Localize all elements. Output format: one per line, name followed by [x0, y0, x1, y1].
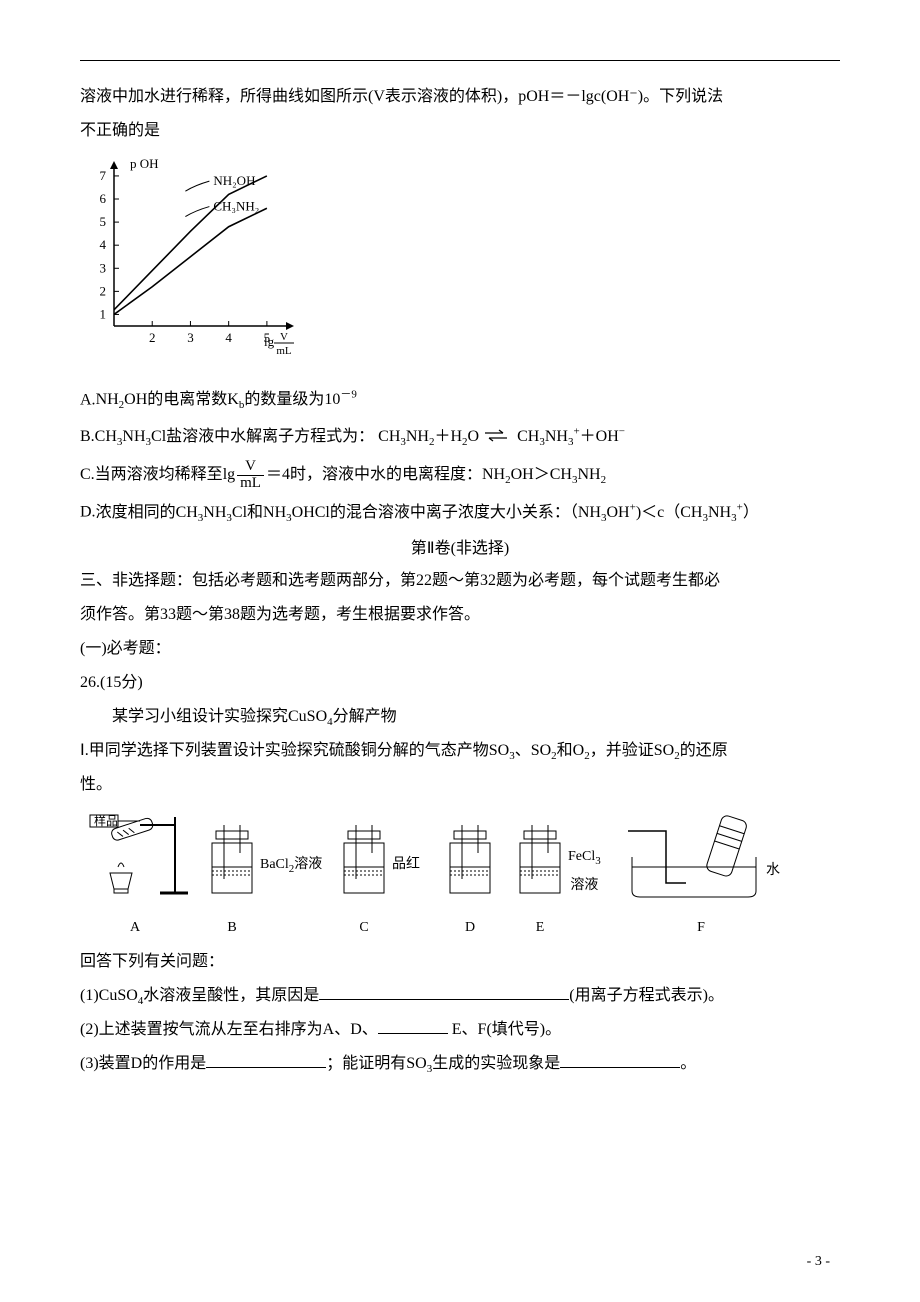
apparatus-row: 样品 A: [80, 811, 840, 942]
q3-tail: 。: [680, 1055, 696, 1072]
app-d: D: [442, 823, 498, 942]
followup-hdr: 回答下列有关问题：: [80, 946, 840, 978]
svg-text:lg: lg: [264, 334, 275, 349]
app-f: 水 F: [626, 811, 776, 942]
q3-mid: ；能证明有SO3生成的实验现象是: [326, 1055, 560, 1072]
svg-text:mL: mL: [276, 345, 292, 357]
intro-line1: 溶液中加水进行稀释，所得曲线如图所示(V表示溶液的体积)，pOH＝－lgc(OH…: [80, 81, 840, 113]
q2: (2)上述装置按气流从左至右排序为A、D、 E、F(填代号)。: [80, 1014, 840, 1046]
option-d-text: 浓度相同的CH3NH3Cl和NH3OHCl的混合溶液中离子浓度大小关系：（NH3…: [96, 504, 759, 521]
app-e-label: E: [512, 914, 568, 942]
bottle-b-icon: [204, 823, 260, 901]
svg-text:6: 6: [100, 191, 107, 206]
app-d-label: D: [442, 914, 498, 942]
frac-num: V: [237, 459, 264, 476]
q26-I-tail: 性。: [80, 769, 840, 801]
top-rule: [80, 60, 840, 61]
app-f-side: 水: [766, 857, 780, 885]
option-a: A.NH2OH的电离常数Kb的数量级为10－9: [80, 384, 840, 417]
option-b: B.CH3NH3Cl盐溶液中水解离子方程式为： CH3NH2＋H2O CH3NH…: [80, 419, 840, 454]
q1-blank: [319, 984, 569, 1000]
section2-desc1: 三、非选择题：包括必考题和选考题两部分，第22题～第32题为必考题，每个试题考生…: [80, 565, 840, 597]
trough-icon: [626, 811, 776, 901]
option-b-prefix: B.: [80, 428, 95, 445]
option-d-prefix: D.: [80, 504, 96, 521]
option-c-eq: ＝4: [266, 466, 290, 483]
svg-text:3: 3: [100, 260, 107, 275]
q3-blank1: [206, 1052, 326, 1068]
option-b-eq: CH3NH2＋H2O CH3NH3+＋OH−: [378, 428, 625, 445]
svg-text:4: 4: [225, 330, 232, 345]
option-a-text: NH2OH的电离常数Kb的数量级为10－9: [96, 391, 357, 408]
app-c: 品红 C: [336, 823, 392, 942]
option-c-prefix: C.: [80, 466, 95, 483]
svg-text:5: 5: [100, 214, 107, 229]
app-c-label: C: [336, 914, 392, 942]
app-a-label: A: [80, 914, 190, 942]
q26-num: 26.(15分): [80, 667, 840, 699]
poh-chart: 12345672345p OHlgVmLNH₂OHCH₃NH₂: [80, 155, 840, 372]
q2-lead: (2)上述装置按气流从左至右排序为A、D、: [80, 1021, 378, 1038]
option-c-frac: VmL: [237, 459, 264, 492]
q3-blank2: [560, 1052, 680, 1068]
option-c-lead: 当两溶液均稀释至: [95, 466, 223, 483]
option-c-lg: lg: [223, 466, 235, 483]
svg-text:2: 2: [149, 330, 156, 345]
section2-title: 第Ⅱ卷(非选择): [80, 533, 840, 565]
q2-tail: E、F(填代号)。: [448, 1021, 561, 1038]
q1-lead: (1)CuSO4水溶液呈酸性，其原因是: [80, 987, 319, 1004]
svg-text:NH₂OH: NH₂OH: [213, 173, 255, 188]
q3: (3)装置D的作用是 ；能证明有SO3生成的实验现象是 。: [80, 1048, 840, 1080]
app-c-side: 品红: [392, 851, 420, 879]
section2-desc2: 须作答。第33题～第38题为选考题，考生根据要求作答。: [80, 599, 840, 631]
q3-lead: (3)装置D的作用是: [80, 1055, 206, 1072]
intro-line2: 不正确的是: [80, 115, 840, 147]
option-a-prefix: A.: [80, 391, 96, 408]
bottle-e-icon: [512, 823, 568, 901]
option-c-tail: 时，溶液中水的电离程度：NH2OH＞CH3NH2: [290, 466, 606, 483]
app-f-label: F: [626, 914, 776, 942]
bottle-c-icon: [336, 823, 392, 901]
svg-text:7: 7: [100, 168, 107, 183]
page-number: - 3 -: [807, 1248, 830, 1276]
option-b-lead: CH3NH3Cl盐溶液中水解离子方程式为：: [95, 428, 374, 445]
section2-required: (一)必考题：: [80, 633, 840, 665]
app-b: BaCl2溶液 B: [204, 823, 260, 942]
bottle-d-icon: [442, 823, 498, 901]
svg-text:CH₃NH₂: CH₃NH₂: [213, 199, 259, 214]
q26-body: 某学习小组设计实验探究CuSO4分解产物: [80, 701, 840, 733]
svg-text:4: 4: [100, 237, 107, 252]
q2-blank: [378, 1018, 448, 1034]
heater-icon: 样品: [80, 811, 190, 901]
q1-tail: (用离子方程式表示)。: [569, 987, 724, 1004]
app-e-side: FeCl3溶液: [568, 843, 601, 900]
q26-I: Ⅰ.甲同学选择下列装置设计实验探究硫酸铜分解的气态产物SO3、SO2和O2，并验…: [80, 735, 840, 767]
app-b-side: BaCl2溶液: [260, 851, 322, 880]
svg-text:2: 2: [100, 283, 107, 298]
option-c: C.当两溶液均稀释至lgVmL＝4时，溶液中水的电离程度：NH2OH＞CH3NH…: [80, 456, 840, 494]
app-a: 样品 A: [80, 811, 190, 942]
sample-label: 样品: [94, 813, 118, 828]
svg-text:p OH: p OH: [130, 156, 159, 171]
svg-text:V: V: [280, 331, 288, 343]
option-d: D.浓度相同的CH3NH3Cl和NH3OHCl的混合溶液中离子浓度大小关系：（N…: [80, 496, 840, 529]
equilibrium-arrow-icon: [483, 427, 509, 443]
svg-text:3: 3: [187, 330, 194, 345]
frac-den: mL: [237, 476, 264, 492]
q1: (1)CuSO4水溶液呈酸性，其原因是 (用离子方程式表示)。: [80, 980, 840, 1012]
poh-chart-svg: 12345672345p OHlgVmLNH₂OHCH₃NH₂: [80, 155, 300, 360]
svg-text:1: 1: [100, 306, 107, 321]
app-e: FeCl3溶液 E: [512, 823, 568, 942]
app-b-label: B: [204, 914, 260, 942]
